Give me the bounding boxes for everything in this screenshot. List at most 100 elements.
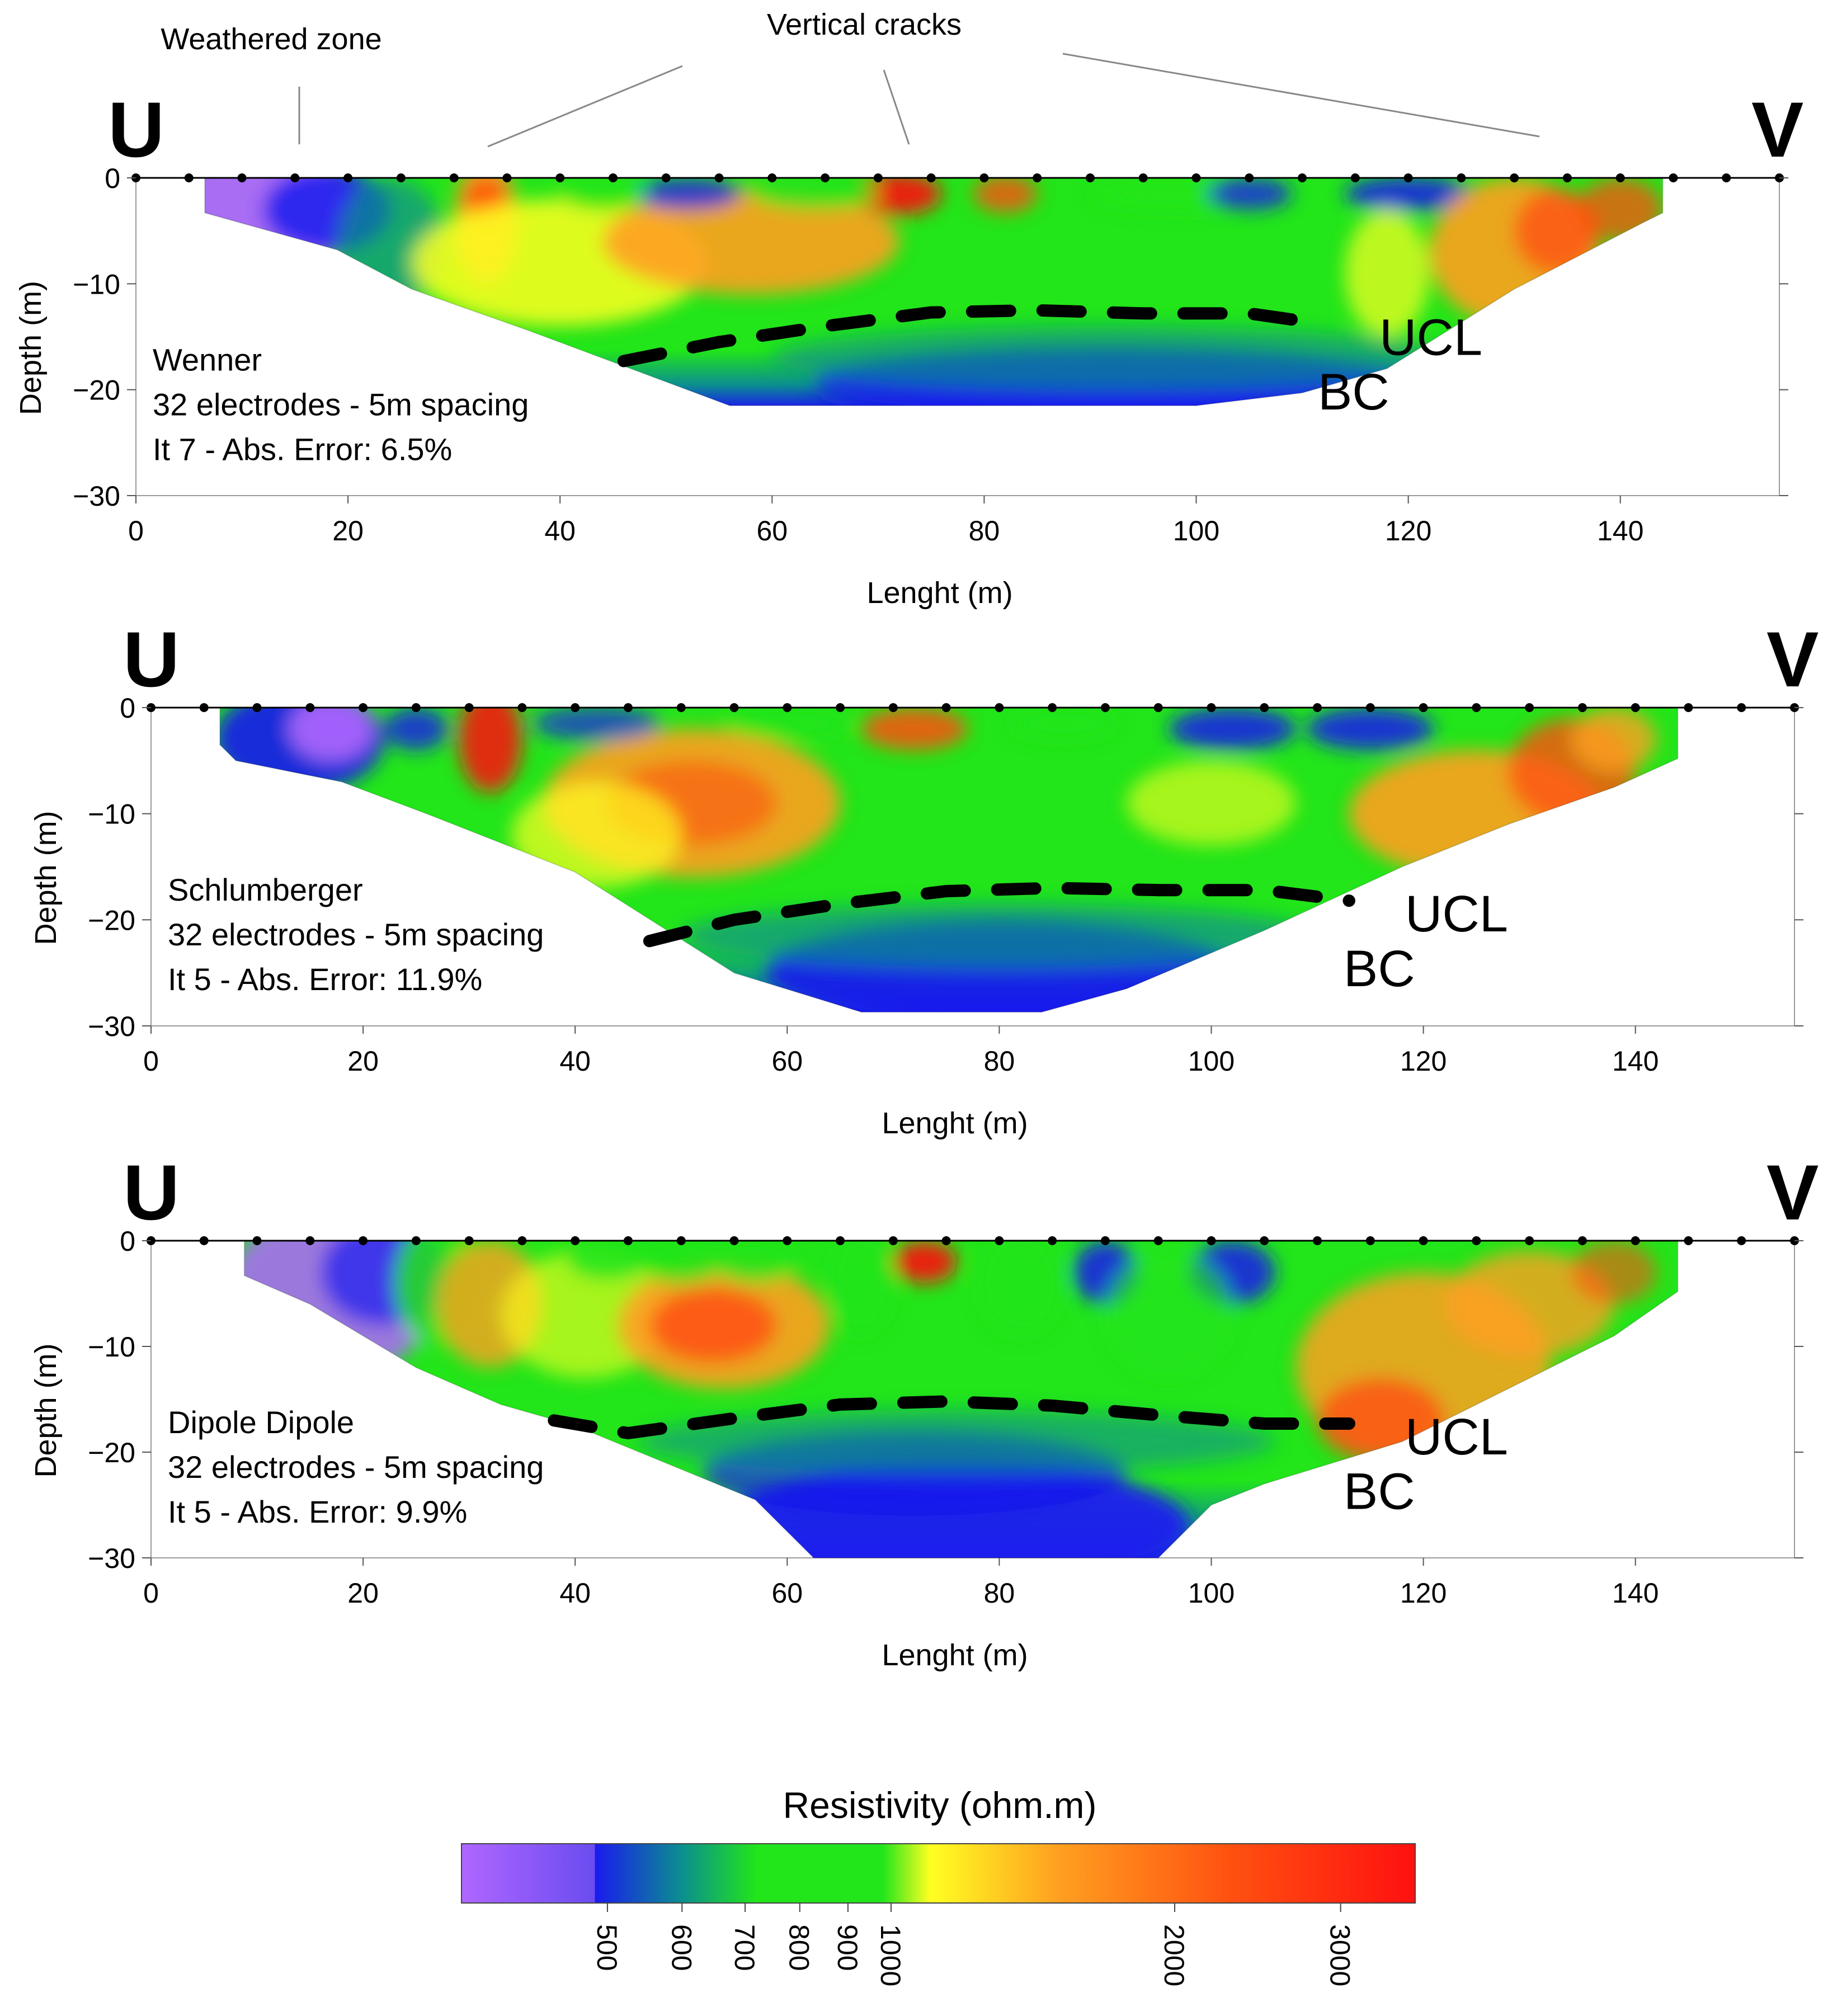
electrode-marker: [783, 1236, 792, 1245]
electrode-marker: [359, 703, 368, 712]
electrode-marker: [979, 173, 989, 182]
electrode-marker: [184, 173, 194, 182]
x-tick-label: 20: [332, 515, 364, 547]
resistivity-anomaly: [1571, 1241, 1657, 1304]
electrode-marker: [1100, 703, 1110, 712]
resistivity-anomaly: [1344, 178, 1472, 211]
resistivity-anomaly: [384, 708, 448, 750]
y-axis-title: Depth (m): [29, 1343, 63, 1477]
resistivity-anomaly: [649, 1288, 777, 1363]
y-tick-label: −10: [88, 1331, 135, 1363]
inversion-info: Dipole Dipole 32 electrodes - 5m spacing I…: [168, 1405, 544, 1529]
electrode-marker: [995, 703, 1004, 712]
resistivity-anomaly: [511, 781, 681, 888]
electrodes: [147, 703, 1799, 712]
x-tick-label: 80: [969, 515, 1000, 547]
x-tick-label: 60: [771, 1577, 803, 1609]
resistivity-anomalies: [244, 1241, 1657, 1558]
electrode-marker: [941, 703, 951, 712]
electrode-marker: [1525, 703, 1534, 712]
electrode-marker: [661, 173, 671, 182]
bc-label: BC: [1344, 1463, 1415, 1520]
electrode-marker: [729, 703, 739, 712]
x-axis: 0 20 40 60 80 100 120 140 Lenght (m): [143, 1026, 1659, 1140]
y-tick-label: −30: [88, 1543, 135, 1574]
resistivity-anomaly: [1577, 178, 1663, 242]
resistivity-anomaly: [861, 708, 968, 750]
resistivity-anomaly: [560, 178, 645, 211]
electrode-marker: [1525, 1236, 1534, 1245]
x-axis-title: Lenght (m): [882, 1106, 1028, 1140]
x-axis-title: Lenght (m): [866, 576, 1012, 610]
electrode-marker: [237, 173, 247, 182]
electrode-marker: [1615, 173, 1625, 182]
electrode-marker: [1737, 703, 1746, 712]
electrode-marker: [1207, 1236, 1216, 1245]
electrode-marker: [1419, 1236, 1428, 1245]
resistivity-anomaly: [1344, 209, 1430, 337]
x-tick-label: 40: [559, 1045, 591, 1077]
electrode-marker: [676, 1236, 686, 1245]
electrode-marker: [888, 703, 898, 712]
y-tick-label: −30: [88, 1011, 135, 1042]
x-tick-label: 120: [1385, 515, 1431, 547]
electrode-marker: [571, 1236, 580, 1245]
electrode-marker: [464, 1236, 474, 1245]
info-line: It 5 - Abs. Error: 9.9%: [168, 1494, 467, 1529]
electrode-marker: [1207, 703, 1216, 712]
electrode-marker: [1684, 1236, 1693, 1245]
electrode-marker: [517, 1236, 527, 1245]
y-axis-title: Depth (m): [29, 811, 63, 945]
resistivity-anomaly: [751, 178, 878, 210]
colorbar-tick-label: 600: [666, 1924, 697, 1971]
y-tick-label: −30: [73, 481, 120, 512]
electrode-marker: [1403, 173, 1413, 182]
section-outline: [243, 1240, 1679, 1558]
electrode-marker: [1048, 703, 1057, 712]
y-tick-label: −20: [73, 375, 120, 406]
vertical-cracks-pointer-1: [487, 65, 683, 148]
y-tick-label: 0: [120, 693, 135, 724]
electrode-marker: [1313, 1236, 1322, 1245]
electrode-marker: [995, 1236, 1004, 1245]
info-line: 32 electrodes - 5m spacing: [168, 1449, 544, 1485]
electrode-marker: [1313, 703, 1322, 712]
resistivity-anomaly: [681, 903, 1318, 968]
y-tick-label: 0: [105, 163, 120, 194]
colorbar-tick-label: 900: [832, 1924, 863, 1971]
x-tick-label: 120: [1400, 1577, 1447, 1609]
profile-start-label: U: [123, 615, 180, 703]
electrode-marker: [836, 703, 845, 712]
electrode-marker: [1631, 1236, 1640, 1245]
electrode-marker: [926, 173, 936, 182]
electrode-marker: [1472, 703, 1481, 712]
info-line: It 7 - Abs. Error: 6.5%: [153, 432, 452, 467]
ucl-boundary-line: [548, 1395, 1355, 1440]
electrode-marker: [502, 173, 512, 182]
electrode-marker: [1245, 173, 1254, 182]
panel-dipole-dipole: 0 20 40 60 80 100 120 140 Lenght (m) 0 −10 −20 −30 De…: [29, 1148, 1819, 1672]
profile-end-label: V: [1767, 615, 1819, 703]
electrode-marker: [1562, 173, 1572, 182]
colorbar-gradient: [461, 1843, 1416, 1904]
resistivity-anomaly: [564, 1241, 649, 1283]
x-tick-label: 40: [559, 1577, 591, 1609]
section-outline: [204, 177, 1664, 407]
x-axis: 0 20 40 60 80 100 120 140 Lenght (m): [128, 496, 1643, 610]
electrode-marker: [623, 1236, 633, 1245]
resistivity-anomaly: [713, 1241, 798, 1283]
colorbar-ticks: 500 600 700 800 900 1000 2000 3000: [591, 1903, 1356, 1986]
resistivity-anomalies: [220, 708, 1657, 1012]
electrode-marker: [517, 703, 527, 712]
electrode-marker: [1472, 1236, 1481, 1245]
y-tick-label: −20: [88, 1437, 135, 1468]
electrode-marker: [1669, 173, 1678, 182]
bc-label: BC: [1318, 364, 1389, 421]
info-line: Dipole Dipole: [168, 1405, 354, 1440]
colorbar: Resistivity (ohm.m) 500 600 700 800 900 1000 2…: [461, 1784, 1416, 1986]
x-tick-label: 120: [1400, 1045, 1447, 1077]
x-tick-label: 80: [984, 1577, 1015, 1609]
x-tick-label: 80: [984, 1045, 1015, 1077]
electrode-marker: [767, 173, 777, 182]
electrode-marker: [1153, 1236, 1163, 1245]
